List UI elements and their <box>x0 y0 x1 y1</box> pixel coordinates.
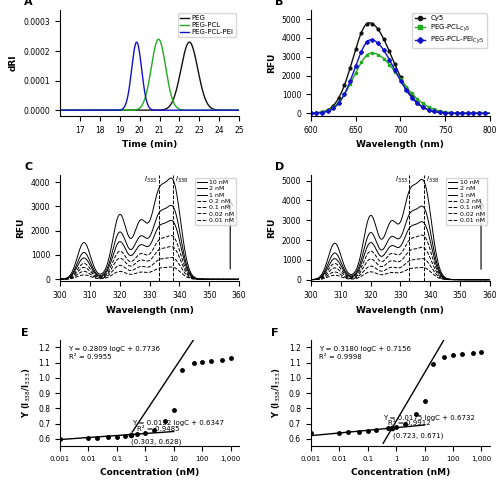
X-axis label: Concentration (nM): Concentration (nM) <box>351 468 450 477</box>
Text: R² = 0.9955: R² = 0.9955 <box>68 354 111 360</box>
PEG-PCL <box>198 108 204 113</box>
Text: Y = 0.3180 logC + 0.7156: Y = 0.3180 logC + 0.7156 <box>320 346 412 352</box>
Text: $I_{333}$: $I_{333}$ <box>144 175 157 185</box>
Text: $I_{338}$: $I_{338}$ <box>426 175 439 185</box>
Line: PEG-PCL: PEG-PCL <box>60 39 239 110</box>
Y-axis label: RFU: RFU <box>267 218 276 238</box>
Legend: 10 nM, 2 nM, 1 nM, 0.2 nM, 0.1 nM, 0.02 nM, 0.01 nM: 10 nM, 2 nM, 1 nM, 0.2 nM, 0.1 nM, 0.02 … <box>446 178 487 225</box>
Text: E: E <box>20 328 28 337</box>
PEG-PCL-PEI <box>57 108 63 113</box>
PEG <box>186 39 192 45</box>
PEG <box>66 108 72 113</box>
PEG-PCL-PEI <box>66 108 72 113</box>
Y-axis label: dRI: dRI <box>9 55 18 71</box>
PEG-PCL-PEI <box>144 100 150 106</box>
PEG <box>231 108 237 113</box>
Y-axis label: Y (I$_{338}$/I$_{333}$): Y (I$_{338}$/I$_{333}$) <box>271 368 283 418</box>
PEG-PCL-PEI <box>140 73 145 79</box>
PEG-PCL <box>156 36 162 42</box>
Text: D: D <box>275 162 284 172</box>
Text: Y = 0.0132 logC + 0.6347: Y = 0.0132 logC + 0.6347 <box>132 420 224 426</box>
Text: $I_{338}$: $I_{338}$ <box>175 175 188 185</box>
Text: Y = 0.2809 logC + 0.7736: Y = 0.2809 logC + 0.7736 <box>68 346 160 352</box>
PEG-PCL <box>231 108 237 113</box>
PEG-PCL-PEI <box>134 39 140 45</box>
Line: PEG-PCL-PEI: PEG-PCL-PEI <box>60 42 239 110</box>
Text: (0.723, 0.671): (0.723, 0.671) <box>392 432 443 439</box>
Y-axis label: RFU: RFU <box>16 218 25 238</box>
PEG <box>198 82 204 88</box>
PEG <box>140 108 145 113</box>
X-axis label: Wavelength (nm): Wavelength (nm) <box>356 141 444 149</box>
Legend: Cy5, PEG-PCL$_{Cy5}$, PEG-PCL-PEI$_{Cy5}$: Cy5, PEG-PCL$_{Cy5}$, PEG-PCL-PEI$_{Cy5}… <box>412 13 486 48</box>
PEG-PCL <box>236 108 242 113</box>
PEG <box>57 108 63 113</box>
X-axis label: Wavelength (nm): Wavelength (nm) <box>356 306 444 314</box>
Text: R² = 0.9912: R² = 0.9912 <box>388 420 430 426</box>
Line: PEG: PEG <box>60 42 239 110</box>
PEG-PCL <box>66 108 72 113</box>
PEG-PCL <box>144 87 150 93</box>
PEG-PCL-PEI <box>231 108 237 113</box>
Text: F: F <box>272 328 279 337</box>
Text: R² = 0.9485: R² = 0.9485 <box>136 426 179 432</box>
Text: A: A <box>24 0 33 7</box>
Text: (0.303, 0.628): (0.303, 0.628) <box>131 439 182 445</box>
Text: C: C <box>24 162 32 172</box>
Text: R² = 0.9998: R² = 0.9998 <box>320 354 362 360</box>
PEG <box>231 108 237 113</box>
Legend: 10 nM, 2 nM, 1 nM, 0.2 nM, 0.1 nM, 0.02 nM, 0.01 nM: 10 nM, 2 nM, 1 nM, 0.2 nM, 0.1 nM, 0.02 … <box>196 178 236 225</box>
PEG-PCL-PEI <box>236 108 242 113</box>
PEG-PCL <box>231 108 237 113</box>
X-axis label: Wavelength (nm): Wavelength (nm) <box>106 306 194 314</box>
PEG <box>236 108 242 113</box>
Legend: PEG, PEG-PCL, PEG-PCL-PEI: PEG, PEG-PCL, PEG-PCL-PEI <box>178 13 236 37</box>
Text: Y = 0.0175 logC + 0.6732: Y = 0.0175 logC + 0.6732 <box>383 415 475 421</box>
PEG-PCL <box>57 108 63 113</box>
PEG-PCL <box>140 102 145 108</box>
Text: $I_{333}$: $I_{333}$ <box>395 175 408 185</box>
X-axis label: Time (min): Time (min) <box>122 141 177 149</box>
PEG-PCL-PEI <box>198 108 204 113</box>
Y-axis label: RFU: RFU <box>267 53 276 73</box>
PEG <box>144 108 150 113</box>
Y-axis label: Y (I$_{338}$/I$_{333}$): Y (I$_{338}$/I$_{333}$) <box>20 368 32 418</box>
PEG-PCL-PEI <box>231 108 237 113</box>
X-axis label: Concentration (nM): Concentration (nM) <box>100 468 199 477</box>
Text: B: B <box>275 0 283 7</box>
